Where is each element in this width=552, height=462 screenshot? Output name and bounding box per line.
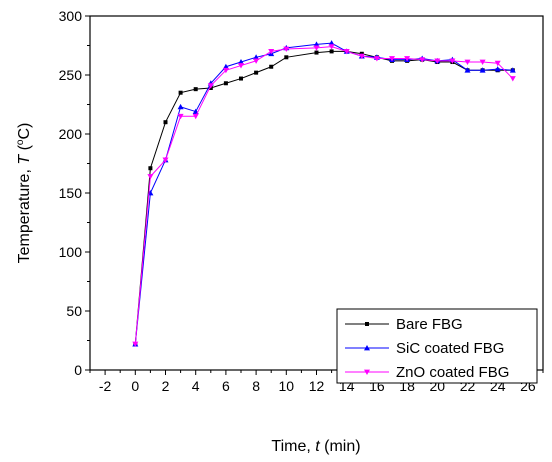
y-tick-label: 250 (59, 67, 83, 83)
data-point-zno-coated-fbg (358, 53, 365, 60)
legend-label-bare-fbg: Bare FBG (396, 316, 463, 333)
x-tick-label: 10 (279, 378, 295, 394)
data-point-bare-fbg (148, 166, 153, 171)
data-point-zno-coated-fbg (192, 113, 199, 120)
data-point-bare-fbg (223, 81, 228, 86)
data-point-sic-coated-fbg (494, 66, 501, 72)
y-axis-title-variable: T (16, 154, 33, 165)
data-point-sic-coated-fbg (177, 103, 184, 110)
data-point-sic-coated-fbg (222, 63, 229, 70)
y-axis-title-degree: o (15, 139, 26, 145)
data-point-bare-fbg (254, 70, 259, 75)
legend-items: Bare FBG SiC coated FBG ZnO coated FBG (345, 316, 509, 381)
data-point-zno-coated-fbg (328, 44, 335, 50)
x-tick-label: 4 (192, 378, 200, 394)
data-point-zno-coated-fbg (373, 56, 380, 62)
data-point-zno-coated-fbg (147, 174, 154, 180)
data-point-zno-coated-fbg (449, 58, 456, 64)
data-point-bare-fbg (178, 90, 183, 95)
data-point-bare-fbg (284, 55, 289, 60)
data-point-zno-coated-fbg (313, 45, 320, 51)
y-tick-label: 200 (59, 126, 83, 142)
data-point-zno-coated-fbg (434, 58, 441, 64)
data-point-sic-coated-fbg (509, 67, 516, 73)
x-tick-label: 6 (222, 378, 230, 394)
data-point-zno-coated-fbg (162, 157, 169, 163)
x-tick-label: -2 (99, 378, 112, 394)
x-axis-title-suffix: (min) (320, 438, 361, 455)
data-point-zno-coated-fbg (177, 113, 184, 120)
data-point-sic-coated-fbg (313, 41, 320, 47)
data-point-bare-fbg (269, 64, 274, 69)
x-axis-title-variable: t (315, 438, 320, 455)
data-point-zno-coated-fbg (268, 49, 275, 55)
plot-marks (132, 40, 516, 348)
legend-marker-zno-coated-fbg (364, 369, 370, 375)
legend-label-sic-coated-fbg: SiC coated FBG (396, 340, 504, 357)
x-axis-title-prefix: Time, (271, 438, 315, 455)
y-tick-label: 150 (59, 185, 83, 201)
legend: Bare FBG SiC coated FBG ZnO coated FBG (336, 308, 538, 384)
data-point-zno-coated-fbg (132, 341, 139, 348)
data-point-zno-coated-fbg (238, 63, 244, 69)
data-point-zno-coated-fbg (479, 59, 486, 66)
data-point-sic-coated-fbg (253, 54, 260, 60)
data-point-sic-coated-fbg (464, 67, 471, 73)
data-point-zno-coated-fbg (283, 46, 290, 53)
data-point-zno-coated-fbg (464, 59, 471, 66)
data-point-zno-coated-fbg (207, 83, 214, 89)
legend-marker-bare-fbg (365, 322, 369, 326)
legend-marker-sic-coated-fbg (364, 345, 370, 351)
data-point-zno-coated-fbg (419, 57, 426, 63)
x-tick-label: 2 (162, 378, 170, 394)
data-point-zno-coated-fbg (509, 76, 516, 82)
x-tick-label: 8 (252, 378, 260, 394)
data-point-zno-coated-fbg (222, 67, 229, 74)
x-tick-label: 0 (131, 378, 139, 394)
y-axis-title-unit: C) (16, 123, 33, 140)
data-point-bare-fbg (239, 76, 243, 81)
y-axis-title-prefix: Temperature, (16, 165, 33, 264)
data-point-zno-coated-fbg (389, 56, 395, 62)
data-point-bare-fbg (163, 120, 168, 125)
legend-box (336, 308, 538, 384)
x-axis-title: Time, t (min) (271, 438, 360, 455)
y-axis-title-open: ( (16, 144, 33, 154)
legend-label-zno-coated-fbg: ZnO coated FBG (396, 364, 509, 381)
data-point-bare-fbg (193, 87, 198, 92)
x-tick-label: 12 (309, 378, 325, 394)
y-tick-label: 100 (59, 244, 83, 260)
y-tick-label: 0 (74, 362, 82, 378)
data-point-bare-fbg (314, 50, 319, 55)
data-point-sic-coated-fbg (479, 67, 486, 73)
data-point-zno-coated-fbg (494, 60, 501, 67)
y-tick-label: 300 (59, 8, 83, 24)
data-point-zno-coated-fbg (404, 56, 411, 62)
data-point-sic-coated-fbg (238, 59, 244, 65)
data-point-zno-coated-fbg (253, 58, 260, 64)
data-point-zno-coated-fbg (343, 49, 350, 55)
data-point-sic-coated-fbg (328, 40, 335, 46)
y-axis-title: Temperature, T (oC) (15, 123, 33, 264)
y-tick-label: 50 (66, 303, 82, 319)
data-point-bare-fbg (329, 49, 334, 54)
